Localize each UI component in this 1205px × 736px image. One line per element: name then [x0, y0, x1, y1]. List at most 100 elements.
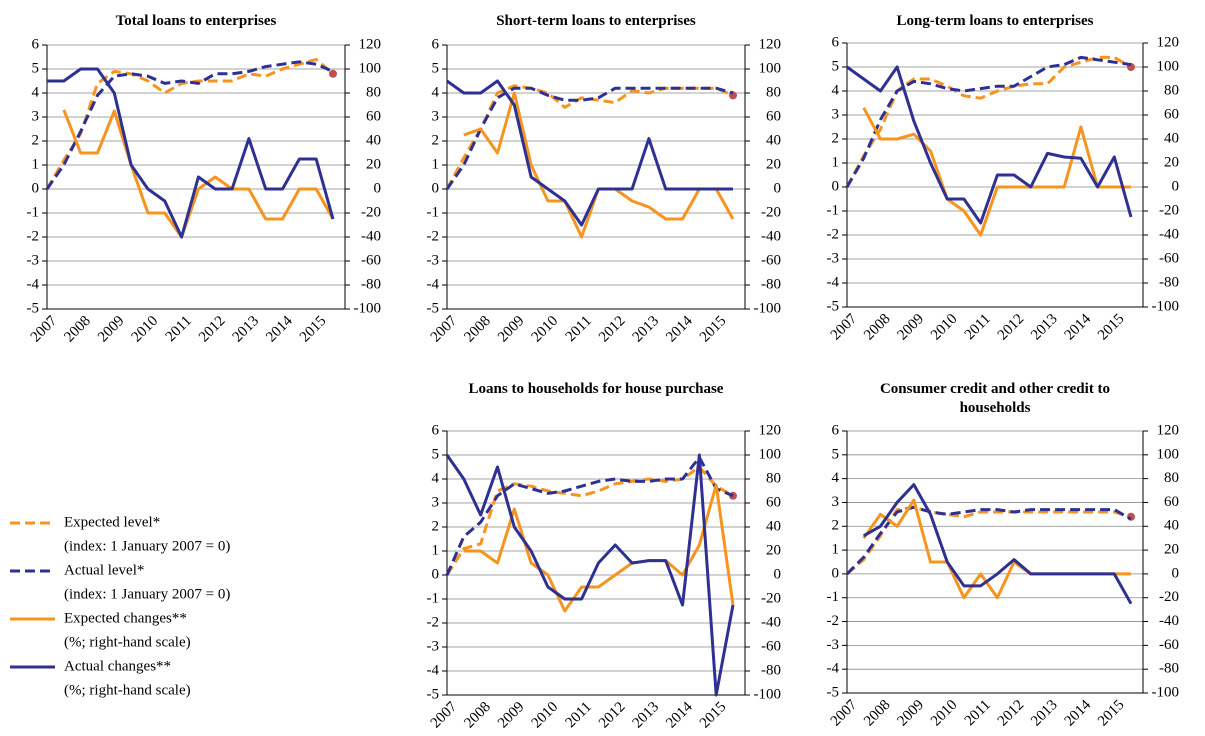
y-tick-label: 6 — [432, 422, 440, 438]
y2-tick-label: 120 — [359, 36, 382, 52]
series-line — [45, 60, 334, 190]
x-tick-label: 2008 — [61, 313, 94, 346]
x-tick-label: 2012 — [995, 311, 1028, 344]
y-tick-label: -5 — [827, 684, 840, 700]
y2-tick-label: 120 — [1157, 422, 1180, 438]
series-line — [445, 84, 734, 190]
y2-tick-label: -40 — [1159, 226, 1179, 242]
y2-tick-label: 20 — [766, 156, 781, 172]
y-tick-label: -2 — [427, 228, 440, 244]
y2-tick-label: -100 — [354, 300, 382, 316]
x-tick-label: 2010 — [129, 313, 162, 346]
series-line — [845, 55, 1132, 188]
y-tick-label: -3 — [827, 637, 840, 653]
y2-tick-label: 120 — [759, 422, 782, 438]
y-tick-label: 5 — [32, 60, 40, 76]
y2-tick-label: 80 — [1164, 470, 1179, 486]
y2-tick-label: -60 — [1159, 250, 1179, 266]
x-tick-label: 2011 — [962, 311, 994, 343]
x-tick-label: 2008 — [861, 697, 894, 730]
y2-tick-label: -60 — [761, 638, 781, 654]
y2-tick-label: 100 — [359, 60, 382, 76]
y2-tick-label: 40 — [366, 132, 381, 148]
y-tick-label: -3 — [427, 638, 440, 654]
y2-tick-label: 80 — [766, 470, 781, 486]
y-tick-label: 5 — [432, 60, 440, 76]
y-tick-label: -4 — [27, 276, 40, 292]
legend-label: Expected changes** — [64, 610, 187, 626]
y2-tick-label: 60 — [366, 108, 381, 124]
y2-tick-label: -20 — [761, 204, 781, 220]
legend-note: (index: 1 January 2007 = 0) — [64, 538, 230, 554]
y-tick-label: -1 — [427, 204, 440, 220]
y-tick-label: 4 — [432, 84, 440, 100]
y2-tick-label: 80 — [366, 84, 381, 100]
y-tick-label: 3 — [32, 108, 40, 124]
y-tick-label: 0 — [832, 178, 840, 194]
x-tick-label: 2013 — [230, 313, 263, 346]
legend-note: (%; right-hand scale) — [64, 682, 191, 698]
y2-tick-label: -80 — [761, 662, 781, 678]
x-tick-label: 2011 — [962, 697, 994, 729]
y-tick-label: -1 — [827, 589, 840, 605]
y-tick-label: 1 — [432, 156, 440, 172]
series-line — [445, 453, 735, 697]
chart-title: Loans to households for house purchase — [468, 381, 724, 397]
y-tick-label: 2 — [832, 130, 840, 146]
y-tick-label: 5 — [432, 446, 440, 462]
x-tick-label: 2007 — [428, 313, 461, 346]
y2-tick-label: 100 — [1157, 58, 1180, 74]
x-tick-label: 2010 — [529, 699, 562, 732]
y2-tick-label: -20 — [761, 590, 781, 606]
x-tick-label: 2009 — [495, 313, 528, 346]
x-tick-label: 2015 — [697, 313, 730, 346]
y-tick-label: 1 — [432, 542, 440, 558]
chart-title: Long-term loans to enterprises — [896, 13, 1094, 29]
y2-tick-label: 100 — [759, 60, 782, 76]
y-tick-label: -1 — [427, 590, 440, 606]
x-tick-label: 2015 — [1095, 697, 1128, 730]
y2-tick-label: 0 — [774, 566, 782, 582]
y2-tick-label: 100 — [1157, 446, 1180, 462]
legend-note: (%; right-hand scale) — [64, 634, 191, 650]
y2-tick-label: -60 — [361, 252, 381, 268]
x-tick-label: 2008 — [861, 311, 894, 344]
series-line — [47, 67, 335, 239]
series-line — [862, 107, 1131, 237]
y2-tick-label: -100 — [1152, 298, 1180, 314]
y-tick-label: 6 — [832, 422, 840, 438]
x-tick-label: 2008 — [461, 313, 494, 346]
x-tick-label: 2009 — [495, 699, 528, 732]
x-tick-label: 2007 — [28, 313, 61, 346]
series-line — [445, 86, 734, 190]
y-tick-label: -2 — [427, 614, 440, 630]
y2-tick-label: -80 — [761, 276, 781, 292]
y2-tick-label: 120 — [1157, 34, 1180, 50]
y-tick-label: 6 — [432, 36, 440, 52]
y-tick-label: -4 — [427, 276, 440, 292]
x-tick-label: 2010 — [928, 311, 961, 344]
y2-tick-label: 40 — [1164, 518, 1179, 534]
y-tick-label: -5 — [427, 300, 440, 316]
y2-tick-label: 20 — [1164, 542, 1179, 558]
y2-tick-label: -40 — [761, 228, 781, 244]
y2-tick-label: -80 — [361, 276, 381, 292]
x-tick-label: 2013 — [630, 313, 663, 346]
legend-label: Actual level* — [64, 562, 144, 578]
y-tick-label: 3 — [832, 494, 840, 510]
y-tick-label: 6 — [32, 36, 40, 52]
y2-tick-label: -20 — [1159, 202, 1179, 218]
series-line — [45, 57, 334, 190]
x-tick-label: 2007 — [828, 311, 861, 344]
y2-tick-label: 0 — [774, 180, 782, 196]
y2-tick-label: -100 — [1152, 684, 1180, 700]
y-tick-label: 1 — [32, 156, 40, 172]
series-line — [446, 79, 733, 227]
x-tick-label: 2014 — [663, 699, 696, 732]
y-tick-label: 2 — [832, 518, 840, 534]
y-tick-label: -4 — [427, 662, 440, 678]
legend-label: Actual changes** — [64, 658, 171, 674]
y2-tick-label: -20 — [361, 204, 381, 220]
